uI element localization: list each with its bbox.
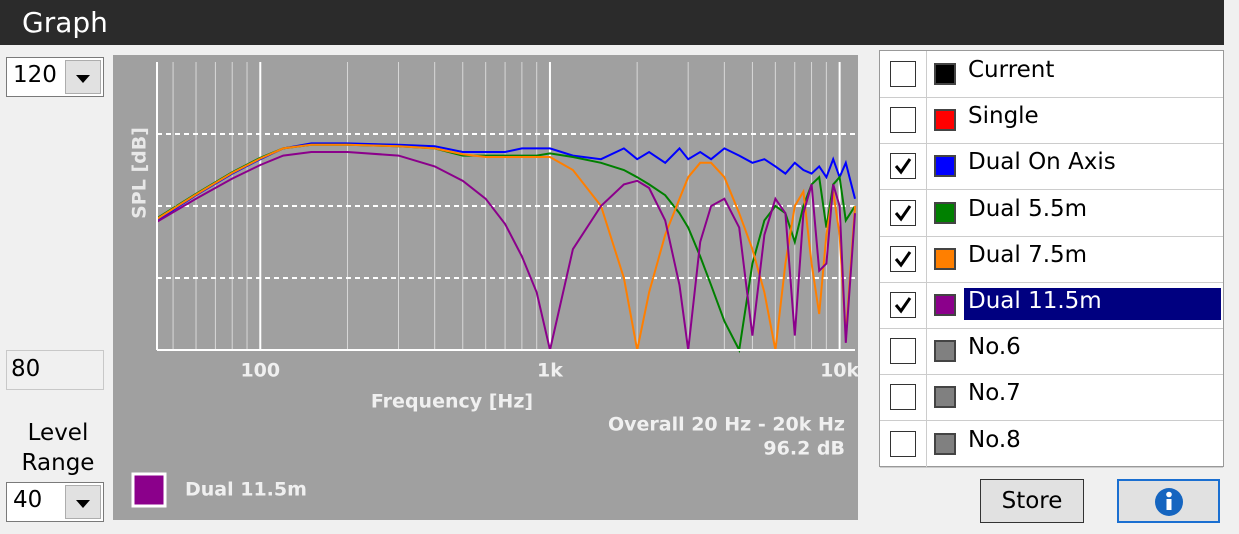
check-mark [894, 297, 912, 314]
color-swatch [934, 294, 956, 316]
store-button[interactable]: Store [980, 479, 1084, 523]
x-tick-label: 100 [240, 360, 280, 382]
curve-label: Dual 5.5m [968, 195, 1088, 222]
title-bar: Graph [0, 0, 1224, 45]
range-label: Level Range [21, 420, 95, 476]
curve-row[interactable]: Dual 7.5m [880, 235, 1223, 283]
curve-row[interactable]: No.6 [880, 328, 1223, 376]
annotation: Overall 20 Hz - 20k Hz [608, 414, 845, 436]
column-separator [926, 328, 927, 375]
color-swatch [934, 432, 956, 455]
range-dropdown[interactable]: 40 [6, 482, 104, 522]
curve-label: Current [968, 57, 1055, 83]
curve-row[interactable]: No.7 [880, 374, 1223, 422]
curve-label: Dual 11.5m [964, 288, 1221, 320]
checkbox[interactable] [890, 61, 916, 87]
checkbox[interactable] [890, 292, 916, 318]
curve-row[interactable]: Dual 5.5m [880, 189, 1223, 237]
check-mark [894, 158, 912, 175]
curve-row[interactable]: No.8 [880, 420, 1223, 468]
color-swatch [934, 386, 956, 409]
curve-list: Current Single Dual On Axis Dual 5.5m Dual 7… [879, 50, 1224, 468]
y-axis-label: SPL [dB] [129, 127, 151, 219]
check-mark [894, 204, 912, 222]
color-swatch [934, 247, 956, 270]
curve-label: Single [968, 103, 1039, 130]
dropdown-arrow[interactable] [65, 60, 101, 94]
column-separator [926, 374, 927, 421]
column-separator [926, 282, 927, 328]
curve-label: No.8 [968, 426, 1021, 453]
curve-row[interactable]: Current [880, 51, 1223, 98]
color-swatch [934, 109, 956, 132]
column-separator [926, 51, 927, 97]
chart: SPL [dB] Frequency [Hz] Overall 20 Hz - … [113, 55, 858, 520]
checkbox[interactable] [890, 153, 916, 180]
x-tick-label: 10k [820, 360, 858, 382]
series-line [156, 143, 856, 351]
curve-label: No.6 [968, 334, 1021, 361]
column-separator [926, 97, 927, 144]
checkbox[interactable] [890, 199, 916, 226]
curve-label: Dual On Axis [968, 149, 1116, 176]
max-level: 120 [13, 62, 57, 88]
curve-label: Dual 7.5m [968, 241, 1088, 268]
title: Graph [22, 6, 108, 39]
series-line [156, 142, 856, 222]
series-line [156, 151, 856, 351]
check-mark [894, 250, 912, 268]
color-swatch [934, 63, 956, 85]
checkbox[interactable] [890, 245, 916, 272]
curve-label: No.7 [968, 380, 1021, 407]
column-separator [926, 189, 927, 236]
color-swatch [934, 155, 956, 178]
range: 40 [13, 487, 43, 513]
min-level-box[interactable]: 80 [6, 350, 104, 390]
checkbox[interactable] [890, 107, 916, 134]
checkbox[interactable] [890, 338, 916, 365]
max-level-dropdown[interactable]: 120 [6, 57, 104, 97]
info-icon [1155, 488, 1183, 516]
curve-row[interactable]: Dual On Axis [880, 143, 1223, 191]
min-level: 80 [11, 356, 41, 382]
color-swatch [934, 340, 956, 363]
checkbox[interactable] [890, 430, 916, 457]
annotation: 96.2 dB [763, 438, 845, 460]
plot-lines [156, 142, 856, 354]
curve-row[interactable]: Single [880, 97, 1223, 145]
legend-swatch [131, 472, 167, 508]
column-separator [926, 143, 927, 190]
dropdown-arrow[interactable] [65, 485, 101, 519]
grid [157, 62, 855, 350]
checkbox[interactable] [890, 384, 916, 411]
color-swatch [934, 201, 956, 224]
curve-row[interactable]: Dual 11.5m [880, 282, 1223, 329]
x-tick-label: 1k [537, 360, 563, 382]
column-separator [926, 420, 927, 467]
column-separator [926, 235, 927, 282]
info-button[interactable] [1117, 479, 1220, 523]
legend-label: Dual 11.5m [185, 479, 307, 501]
x-axis-label: Frequency [Hz] [371, 391, 533, 413]
